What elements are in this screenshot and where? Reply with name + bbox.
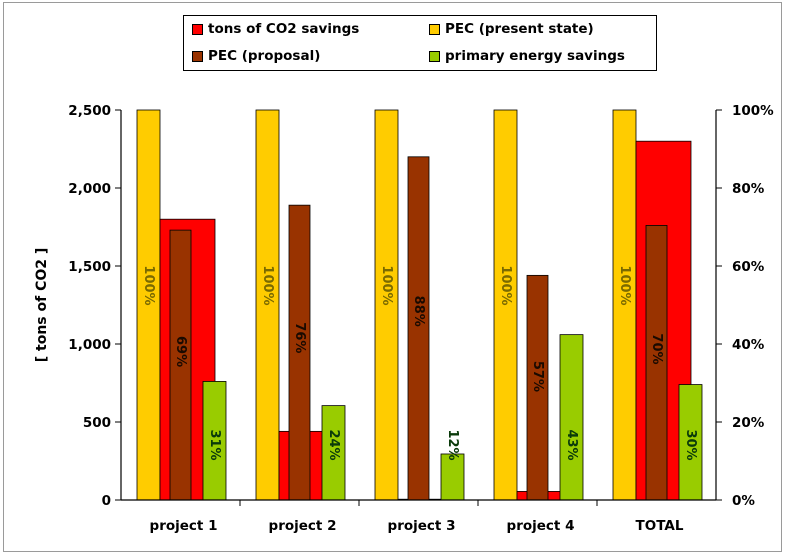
- pct-label-pec-present-state-project-2: 100%: [260, 265, 275, 305]
- bar-pec-proposal-project-3: [407, 156, 430, 501]
- ticks-group: project 1 project 2 project 3 project 4 TOTA…: [68, 103, 774, 534]
- y-tick-label: 0: [102, 493, 111, 509]
- pct-label-primary-energy-savings-project-4: 43%: [564, 429, 579, 460]
- y2-tick-label: 20%: [732, 415, 765, 431]
- legend-label-energy-savings: primary energy savings: [445, 48, 625, 64]
- legend: tons of CO2 savings PEC (present state) …: [183, 15, 657, 71]
- legend-item-pec-present: PEC (present state): [429, 21, 594, 37]
- pct-label-primary-energy-savings-project-3: 12%: [445, 429, 460, 460]
- y2-tick-label: 80%: [732, 181, 765, 197]
- y2-tick-label: 60%: [732, 259, 765, 275]
- y2-tick-label: 40%: [732, 337, 765, 353]
- x-tick-label-total: TOTAL: [636, 518, 684, 534]
- pct-label-pec-proposal-project-2: 76%: [292, 322, 307, 353]
- legend-swatch-co2-savings: [192, 23, 203, 35]
- y-axis-title: [ tons of CO2 ]: [34, 248, 50, 363]
- y-tick-label: 2,500: [68, 103, 111, 119]
- pct-label-primary-energy-savings-project-1: 31%: [207, 429, 222, 460]
- pct-label-pec-present-state-project-4: 100%: [498, 265, 513, 305]
- pct-label-primary-energy-savings-total: 30%: [683, 429, 698, 460]
- x-tick-label-project-4: project 4: [507, 518, 575, 534]
- bars-group: 100% 69% 31% 100% 76% 24% 100% 88% 12% 100% 57% 43%…: [136, 109, 703, 501]
- legend-label-pec-proposal: PEC (proposal): [208, 48, 321, 64]
- legend-item-pec-proposal: PEC (proposal): [192, 48, 320, 64]
- axes-group: [120, 110, 717, 501]
- pct-label-pec-proposal-project-3: 88%: [411, 296, 426, 327]
- legend-label-pec-present: PEC (present state): [445, 21, 594, 37]
- pct-label-pec-present-state-project-1: 100%: [141, 265, 156, 305]
- pct-label-pec-proposal-project-4: 57%: [530, 361, 545, 392]
- bar-primary-energy-savings-project-4: [559, 334, 584, 501]
- pct-label-pec-present-state-total: 100%: [617, 265, 632, 305]
- y-tick-label: 1,000: [68, 337, 111, 353]
- legend-label-co2-savings: tons of CO2 savings: [208, 21, 360, 37]
- legend-swatch-energy-savings: [429, 50, 440, 62]
- y-tick-label: 500: [83, 415, 111, 431]
- y-tick-label: 2,000: [68, 181, 111, 197]
- y2-tick-label: 100%: [732, 103, 774, 119]
- x-tick-label-project-1: project 1: [150, 518, 218, 534]
- y2-tick-label: 0%: [732, 493, 755, 509]
- pct-label-pec-present-state-project-3: 100%: [379, 265, 394, 305]
- pct-label-pec-proposal-total: 70%: [649, 333, 664, 364]
- x-tick-label-project-3: project 3: [388, 518, 456, 534]
- legend-swatch-pec-present: [429, 23, 440, 35]
- y-tick-label: 1,500: [68, 259, 111, 275]
- pct-label-pec-proposal-project-1: 69%: [173, 336, 188, 367]
- legend-item-energy-savings: primary energy savings: [429, 48, 625, 64]
- legend-swatch-pec-proposal: [192, 50, 203, 62]
- bar-primary-energy-savings-project-3: [440, 453, 465, 501]
- pct-label-primary-energy-savings-project-2: 24%: [326, 429, 341, 460]
- x-tick-label-project-2: project 2: [269, 518, 337, 534]
- legend-item-co2-savings: tons of CO2 savings: [192, 21, 359, 37]
